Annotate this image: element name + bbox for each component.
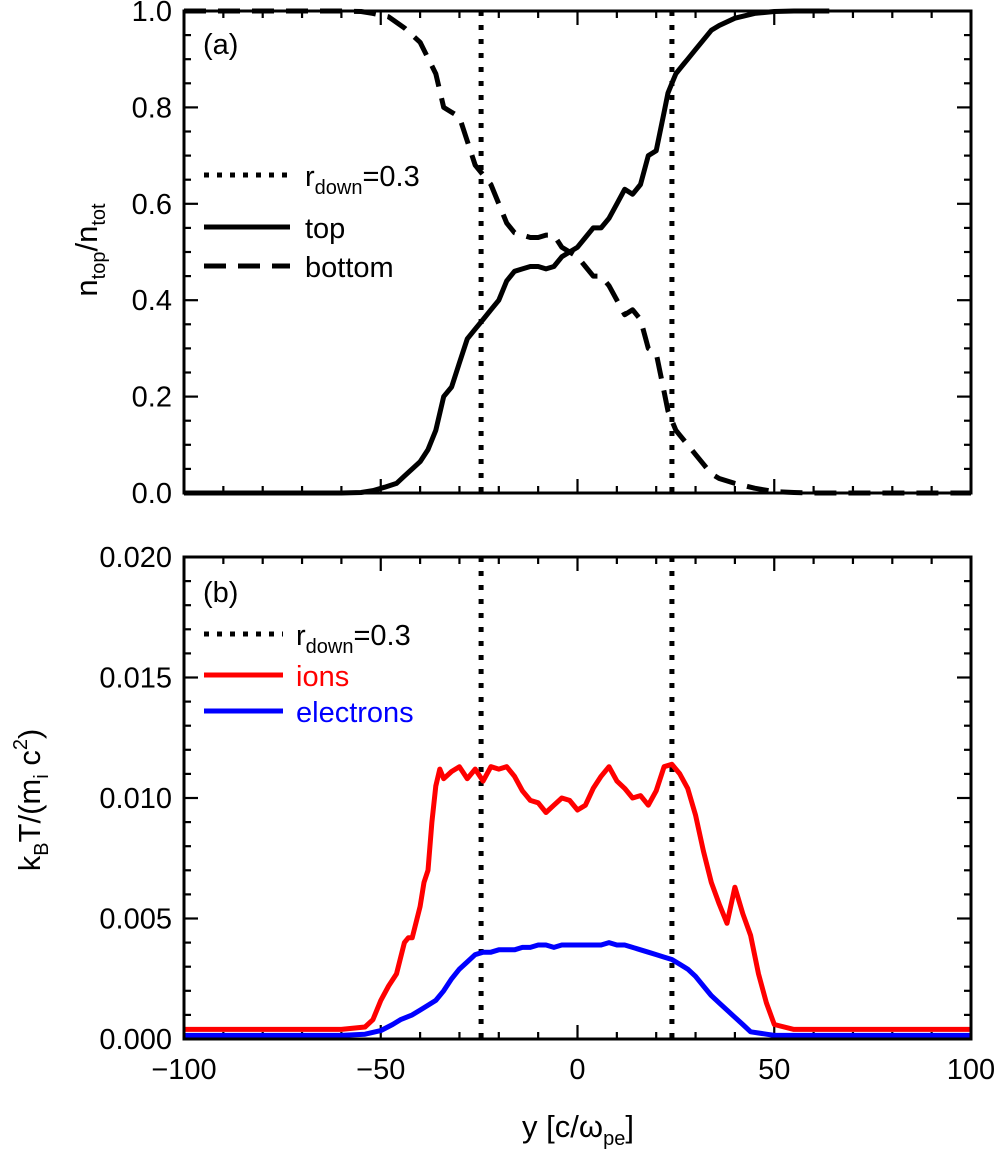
- panel-a-ytick-labels: 0.0 0.2 0.4 0.6 0.8 1.0: [132, 0, 172, 510]
- legend-a-top-label: top: [305, 213, 345, 245]
- series-bottom: [184, 8, 971, 496]
- panel-a-ylabel: ntop/ntot: [69, 203, 110, 297]
- xtick-label: −100: [151, 1054, 216, 1086]
- ytick-label: 0.000: [99, 1024, 172, 1056]
- series-electrons: [184, 940, 971, 1038]
- series-ions: [184, 761, 971, 1032]
- series-top: [184, 8, 830, 496]
- panel-a-frame: [182, 9, 973, 495]
- panel-a-label: (a): [203, 29, 238, 61]
- ytick-label: 0.020: [99, 542, 172, 574]
- panel-b-frame: [182, 555, 973, 1041]
- ytick-label: 0.8: [132, 92, 172, 124]
- panel-a-ylabel-sub2: tot: [88, 203, 110, 226]
- panel-b-legend: rdown=0.3 ions electrons: [204, 620, 414, 729]
- legend-b-electrons-label: electrons: [296, 697, 414, 729]
- panel-b-ytick-labels: 0.000 0.005 0.010 0.015 0.020: [99, 542, 172, 1056]
- ytick-label: 0.005: [99, 904, 172, 936]
- xtick-label: 0: [569, 1054, 585, 1086]
- panel-b-ylabel: kBT/(mi c2): [10, 729, 53, 872]
- panel-b-series: [184, 761, 971, 1038]
- panel-a-gridless-ticks: [182, 9, 973, 495]
- legend-a-rdown-label: rdown=0.3: [305, 161, 420, 199]
- panel-a-vlines: [478, 11, 675, 493]
- ytick-label: 0.010: [99, 783, 172, 815]
- panel-b-label: (b): [203, 577, 238, 609]
- xtick-label: 100: [947, 1054, 995, 1086]
- panel-a-legend: rdown=0.3 top bottom: [204, 161, 420, 284]
- xtick-label: −50: [356, 1054, 405, 1086]
- ytick-label: 0.2: [132, 382, 172, 414]
- panel-b-vlines: [478, 557, 675, 1039]
- legend-b-ions-label: ions: [296, 661, 349, 693]
- xtick-label: 50: [758, 1054, 790, 1086]
- panel-a-ylabel-main: n: [69, 279, 104, 296]
- legend-b-rdown-label: rdown=0.3: [296, 620, 411, 658]
- ytick-label: 0.6: [132, 189, 172, 221]
- panel-b-xlabel: y [c/ωpe]: [522, 1109, 634, 1149]
- panel-a-ylabel-sub1: top: [88, 252, 110, 280]
- panel-a: 0.00.20.40.60.81.0 (a) ntop/ntot rdown=0…: [69, 0, 973, 510]
- panel-a-series: [184, 8, 971, 496]
- ytick-label: 0.4: [132, 285, 172, 317]
- ytick-label: 0.015: [99, 663, 172, 695]
- panel-b-xtick-labels: −100 −50 0 50 100: [151, 1054, 995, 1086]
- ytick-label: 0.0: [132, 478, 172, 510]
- panel-a-ylabel-slash: /n: [69, 226, 104, 252]
- legend-a-bottom-label: bottom: [305, 252, 394, 284]
- ytick-label: 1.0: [132, 0, 172, 28]
